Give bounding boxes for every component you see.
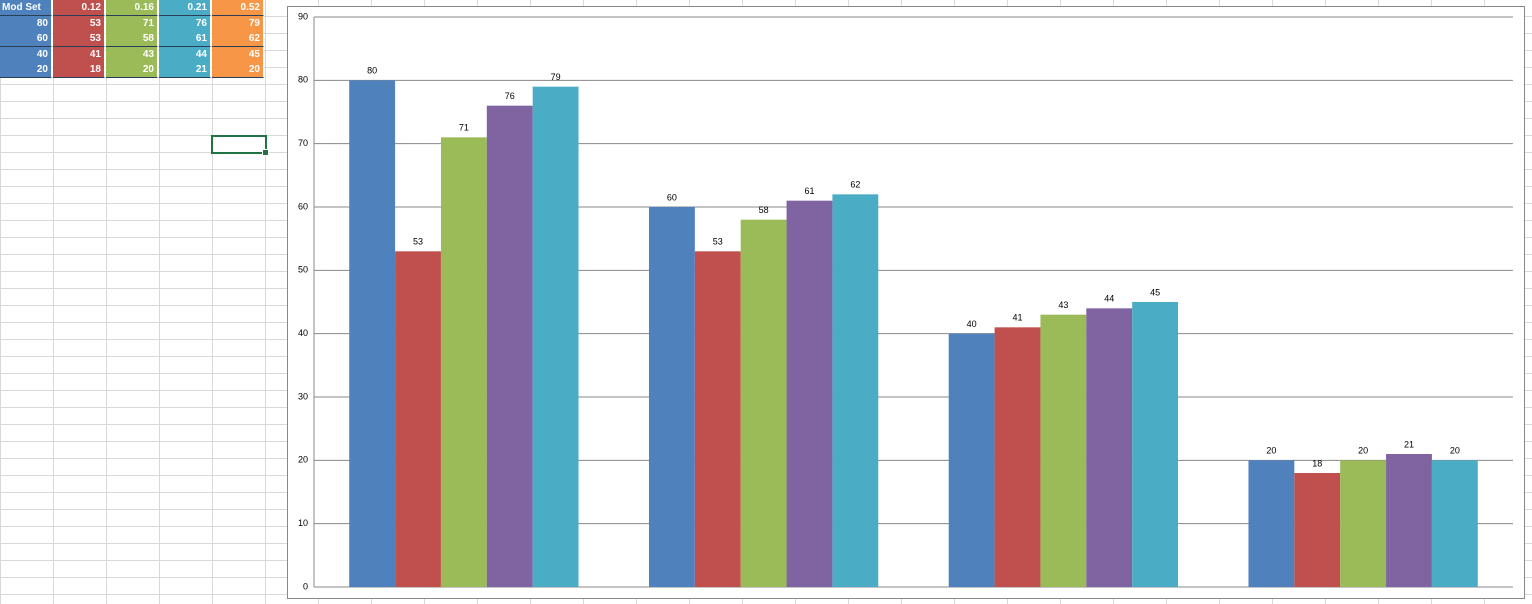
bar: [694, 251, 741, 588]
table-cell[interactable]: 21: [159, 62, 211, 78]
bar: [486, 105, 533, 588]
data-label: 20: [1266, 446, 1276, 456]
y-tick-label: 20: [298, 455, 308, 465]
table-cell[interactable]: 20: [106, 62, 158, 78]
table-cell[interactable]: 20: [0, 62, 52, 78]
table-cell[interactable]: 53: [53, 15, 105, 32]
data-label: 44: [1104, 294, 1114, 304]
table-cell[interactable]: 53: [53, 31, 105, 47]
y-tick-label: 50: [298, 265, 308, 275]
bar: [532, 86, 579, 588]
data-label: 61: [804, 186, 814, 196]
bar: [832, 194, 879, 588]
data-label: 58: [759, 205, 769, 215]
bar: [440, 137, 487, 588]
table-cell[interactable]: 80: [0, 15, 52, 32]
data-label: 62: [850, 180, 860, 190]
table-cell[interactable]: 79: [212, 15, 264, 32]
data-label: 71: [459, 123, 469, 133]
table-cell[interactable]: 41: [53, 46, 105, 63]
y-tick-label: 0: [303, 581, 308, 591]
header-cell[interactable]: 0.21: [159, 0, 211, 16]
data-label: 60: [667, 192, 677, 202]
table-cell[interactable]: 18: [53, 62, 105, 78]
chart: 0 10 20 30 40 50 60 70 80 90 80 53 71 76 79 60 53 58 61 62 4…: [287, 6, 1525, 599]
table-cell[interactable]: 76: [159, 15, 211, 32]
bar: [1132, 302, 1179, 587]
data-label: 80: [367, 66, 377, 76]
header-cell[interactable]: 0.16: [106, 0, 158, 16]
bar: [1431, 460, 1478, 587]
header-cell[interactable]: 0.52: [212, 0, 264, 16]
bar: [948, 333, 995, 587]
table-cell[interactable]: 58: [106, 31, 158, 47]
data-label: 20: [1450, 446, 1460, 456]
selected-cell[interactable]: [211, 135, 269, 156]
bar: [1340, 460, 1387, 587]
bar: [1248, 460, 1295, 587]
bar: [1294, 473, 1341, 587]
data-label: 40: [967, 319, 977, 329]
y-tick-label: 40: [298, 328, 308, 338]
table-cell[interactable]: 62: [212, 31, 264, 47]
y-tick-label: 10: [298, 518, 308, 528]
bar: [395, 251, 441, 588]
bar: [349, 80, 396, 587]
y-tick-label: 30: [298, 391, 308, 401]
table-cell[interactable]: 43: [106, 46, 158, 63]
data-label: 18: [1312, 458, 1322, 468]
bar: [1040, 314, 1087, 587]
table-cell[interactable]: 71: [106, 15, 158, 32]
y-tick-label: 90: [298, 11, 308, 21]
data-label: 41: [1013, 313, 1023, 323]
bar: [786, 200, 833, 587]
header-cell[interactable]: 0.12: [53, 0, 105, 16]
header-cell[interactable]: Mod Set: [0, 0, 52, 16]
y-tick-label: 70: [298, 138, 308, 148]
table-cell[interactable]: 60: [0, 31, 52, 47]
table-cell[interactable]: 61: [159, 31, 211, 47]
data-label: 43: [1058, 300, 1068, 310]
table-cell[interactable]: 20: [212, 62, 264, 78]
bar: [648, 207, 695, 587]
bar: [1386, 454, 1432, 587]
data-label: 20: [1358, 446, 1368, 456]
data-label: 53: [713, 237, 723, 247]
bar: [994, 327, 1041, 587]
data-label: 79: [551, 72, 561, 82]
table-cell[interactable]: 44: [159, 46, 211, 63]
data-label: 45: [1150, 287, 1160, 297]
data-label: 21: [1404, 439, 1414, 449]
table-cell[interactable]: 40: [0, 46, 52, 63]
y-tick-label: 80: [298, 75, 308, 85]
data-label: 53: [413, 237, 423, 247]
table-cell[interactable]: 45: [212, 46, 264, 63]
y-tick-label: 60: [298, 201, 308, 211]
bar: [1086, 308, 1133, 587]
bar: [740, 219, 787, 587]
data-label: 76: [505, 91, 515, 101]
